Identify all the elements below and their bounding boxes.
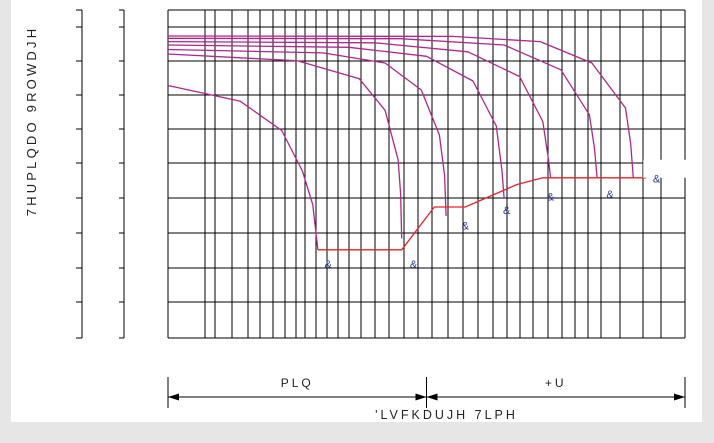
series-group (167, 35, 634, 250)
x-dimension-axis (167, 377, 686, 408)
x-dimension-arrow (426, 393, 438, 401)
y-tick-column-left (76, 9, 83, 339)
cutoff-group (317, 159, 688, 251)
data-marker-6: & (606, 189, 614, 201)
series-curve-1 (167, 84, 319, 250)
x-dimension-arrow (415, 393, 427, 401)
data-marker-5: & (547, 191, 555, 203)
series-curve-6 (167, 37, 598, 178)
cutoff-line (317, 177, 647, 251)
x-dimension-arrow (674, 393, 685, 401)
data-marker-1: & (325, 259, 333, 271)
marker-group: & & & & & & & (325, 173, 661, 271)
data-marker-4: & (503, 205, 511, 217)
series-curve-4 (167, 44, 505, 199)
x-segment-label-min: PLQ (281, 376, 314, 390)
series-curve-7 (167, 35, 634, 178)
data-marker-3: & (462, 221, 470, 233)
series-curve-5 (167, 40, 552, 178)
plot-background (11, 0, 702, 422)
x-segment-label-hr: +U (545, 376, 567, 390)
x-dimension-arrow (168, 393, 179, 401)
series-curve-3 (167, 48, 447, 217)
data-marker-2: & (410, 259, 418, 271)
y-tick-column-right (119, 9, 125, 339)
data-marker-7: & (653, 173, 661, 185)
y-axis-label: 7HUPLQDO 9ROWDJH (24, 26, 39, 217)
series-curve-2 (167, 53, 403, 239)
grid (167, 9, 686, 339)
marker-backdrop (643, 159, 688, 178)
x-axis-label: 'LVFKDUJH 7LPH (375, 408, 518, 422)
